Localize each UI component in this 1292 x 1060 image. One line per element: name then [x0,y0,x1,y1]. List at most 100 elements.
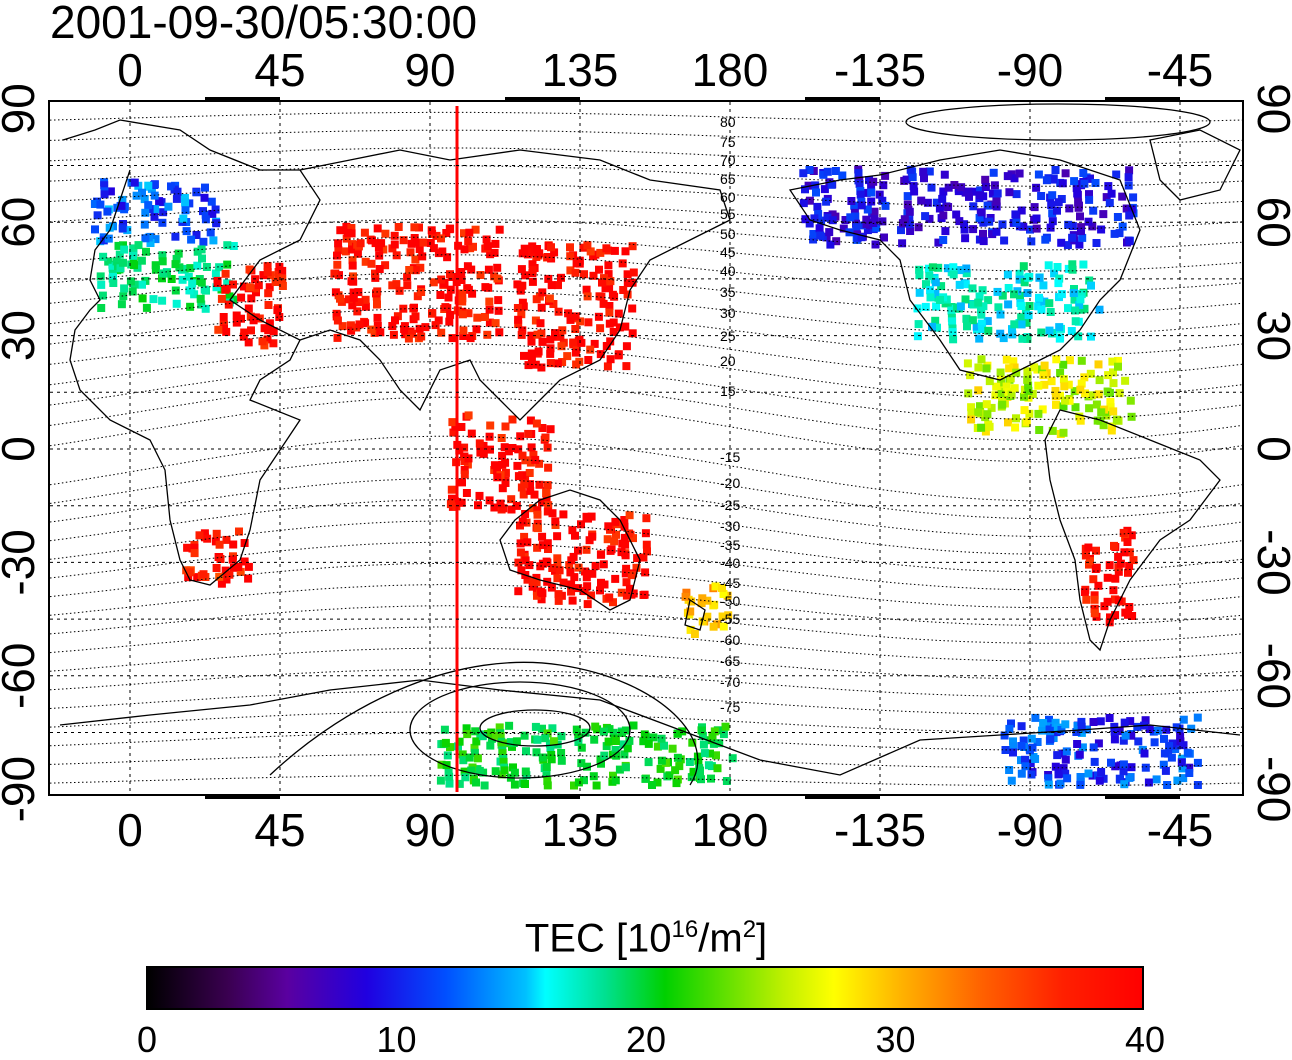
tec-pixel [171,232,180,241]
tec-pixel [526,458,535,467]
tec-pixel [583,582,592,591]
tec-pixel [1071,317,1080,326]
tec-pixel [1052,400,1060,409]
tec-pixel [130,178,139,187]
tec-pixel [1046,223,1055,232]
tec-pixel [981,427,990,436]
tec-pixel [140,195,149,204]
tec-pixel [485,318,494,327]
tec-pixel [557,756,566,765]
tec-pixel [992,202,1001,211]
tec-pixel [158,218,167,227]
tec-pixel [623,290,632,299]
tec-pixel [935,204,944,213]
tec-pixel [1183,748,1192,757]
tec-pixel [931,316,940,325]
tec-pixel [979,237,988,246]
tec-pixel [604,261,613,270]
tec-pixel [1040,380,1049,389]
tec-pixel [501,479,510,487]
tec-pixel [1030,363,1039,372]
tec-pixel [1076,385,1085,394]
tec-pixel [1044,261,1053,270]
tec-pixel [592,781,601,790]
lat-label-left: 30 [0,310,44,361]
lon-label-top: 180 [692,44,769,96]
tec-pixel [1099,421,1108,430]
tec-pixel [1133,722,1142,731]
tec-pixel [688,738,697,747]
tec-pixel [228,555,237,564]
contour-label: 35 [720,284,736,300]
tec-pixel [596,324,605,333]
contour-line [49,605,1243,644]
tec-pixel [119,241,127,250]
tec-pixel [881,171,890,180]
tec-pixel [620,516,629,524]
tec-pixel [878,196,887,205]
tec-pixel [1077,356,1086,365]
tec-pixel [978,325,987,333]
tec-pixel [1089,718,1098,726]
tec-pixel [574,563,583,572]
tec-pixel [455,737,464,746]
tec-pixel [225,570,234,579]
tec-pixel [106,187,115,196]
tec-pixel [1065,396,1074,405]
tec-pixel [458,297,467,306]
tec-pixel [368,236,376,245]
frame-tick [505,97,580,101]
tec-pixel [544,463,553,472]
tec-pixel [985,377,994,386]
tec-pixel [473,313,482,322]
tec-pixel [459,756,468,765]
tec-pixel [457,498,466,507]
tec-pixel [1017,742,1026,750]
tec-pixel [543,481,552,490]
tec-pixel [436,291,445,299]
tec-pixel [537,595,546,604]
tec-pixel [197,300,206,309]
tec-pixel [504,447,513,456]
tec-pixel [1114,596,1123,605]
tec-pixel [872,223,881,232]
tec-pixel [852,223,861,232]
tec-pixel [1073,189,1082,198]
tec-pixel [206,228,215,237]
tec-pixel [641,529,650,538]
tec-pixel [1077,722,1086,731]
tec-pixel [445,772,454,781]
tec-pixel [984,296,993,305]
tec-pixel [939,211,948,220]
tec-pixel [1187,724,1196,733]
tec-pixel [977,208,986,217]
tec-pixel [419,238,428,247]
tec-pixel [618,259,627,268]
tec-pixel [1085,174,1094,183]
tec-pixel [609,771,617,780]
tec-pixel [960,225,969,234]
tec-pixel [548,509,557,518]
tec-pixel [695,768,704,777]
tec-pixel [622,564,631,573]
tec-pixel [1044,780,1053,789]
map-grid [50,97,1242,799]
tec-pixel [527,349,536,358]
tec-pixel [1020,392,1028,401]
tec-pixel [949,270,958,279]
tec-pixel [925,271,934,280]
tec-pixel [1046,308,1055,316]
colorbar-tick-label: 30 [875,1019,916,1060]
tec-pixel [983,201,992,210]
tec-pixel [471,727,480,736]
tec-pixel [819,170,828,179]
south-pole-mid-contour [409,681,631,779]
tec-pixel [1047,201,1056,210]
tec-pixel [706,749,714,758]
tec-pixel [976,186,985,195]
tec-pixel [413,292,422,301]
tec-pixel [499,757,508,766]
tec-pixel [603,362,612,371]
tec-pixel [900,215,909,224]
tec-pixel [240,539,249,547]
